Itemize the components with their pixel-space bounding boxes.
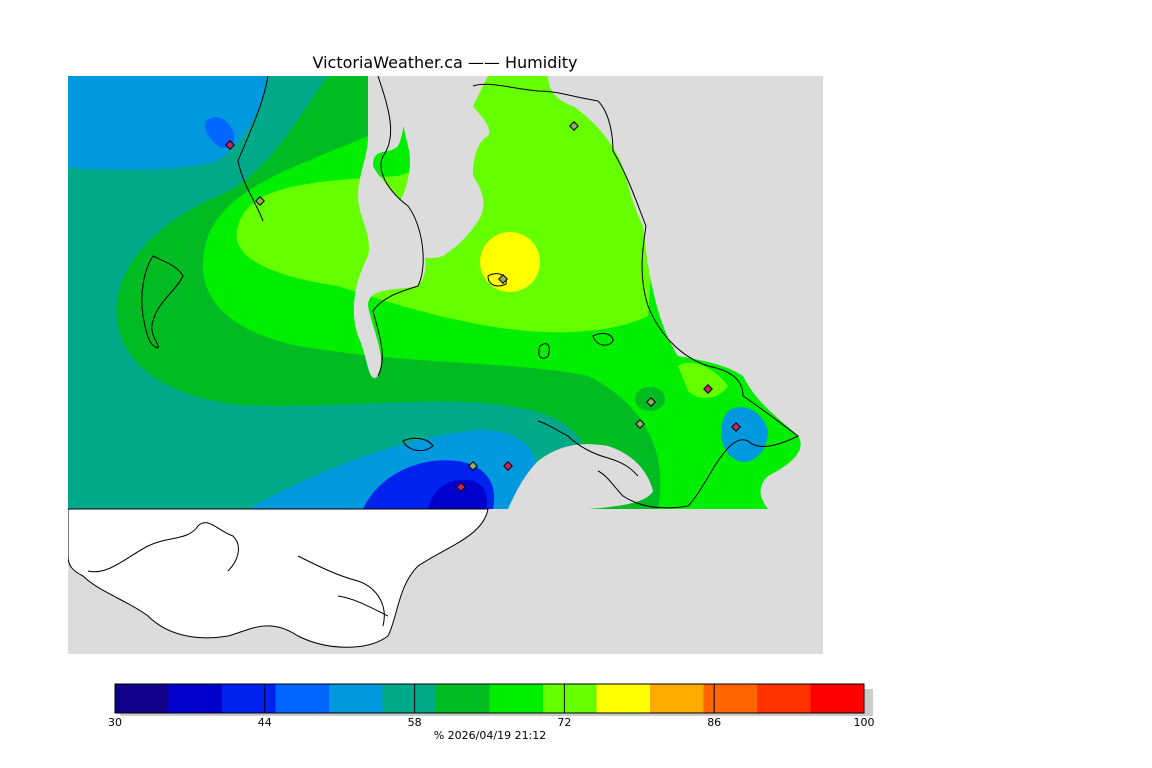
scale-bin [115,684,169,713]
station-marker [468,461,478,471]
scale-bin [222,684,276,713]
station-marker [731,422,741,432]
scale-bin [703,684,758,713]
station-marker [703,384,713,394]
scale-bin [757,684,811,713]
station-markers [225,121,741,492]
scale-bin [596,684,651,713]
scale-bin [275,684,330,713]
scale-bin [436,684,490,713]
station-marker [225,140,235,150]
contour-blue-east [721,407,768,462]
scale-bin [489,684,544,713]
contour-yellow [480,232,540,292]
timestamp-footer: % 2026/04/19 21:12 [433,729,547,742]
scale-bin [168,684,223,713]
scale-tick-label: 100 [853,716,875,729]
coastlines [87,76,799,627]
station-marker [646,397,656,407]
station-marker [635,419,645,429]
station-marker [498,274,508,284]
contour-blue-nw-core [205,117,235,148]
humidity-map [68,76,823,654]
scale-bins [115,684,865,713]
scale-bin [543,684,597,713]
scale-tick-label: 86 [707,716,722,729]
scale-tick-label: 58 [407,716,422,729]
scale-shadow [120,689,873,716]
scale-bin [810,684,865,713]
scale-bin [329,684,383,713]
no-data-region [68,508,489,648]
scale-bin [382,684,437,713]
station-marker [569,121,579,131]
station-marker [456,482,466,492]
scale-tick-label: 44 [257,716,272,729]
scale-tick-label: 30 [108,716,122,729]
scale-bin [650,684,704,713]
scale-frame [114,683,865,714]
station-marker [503,461,513,471]
scale-tickmarks [264,684,715,713]
station-marker [255,196,265,206]
map-title: VictoriaWeather.ca —— Humidity [312,53,578,72]
contour-blue-nw [68,76,268,170]
scale-tick-label: 72 [557,716,572,729]
